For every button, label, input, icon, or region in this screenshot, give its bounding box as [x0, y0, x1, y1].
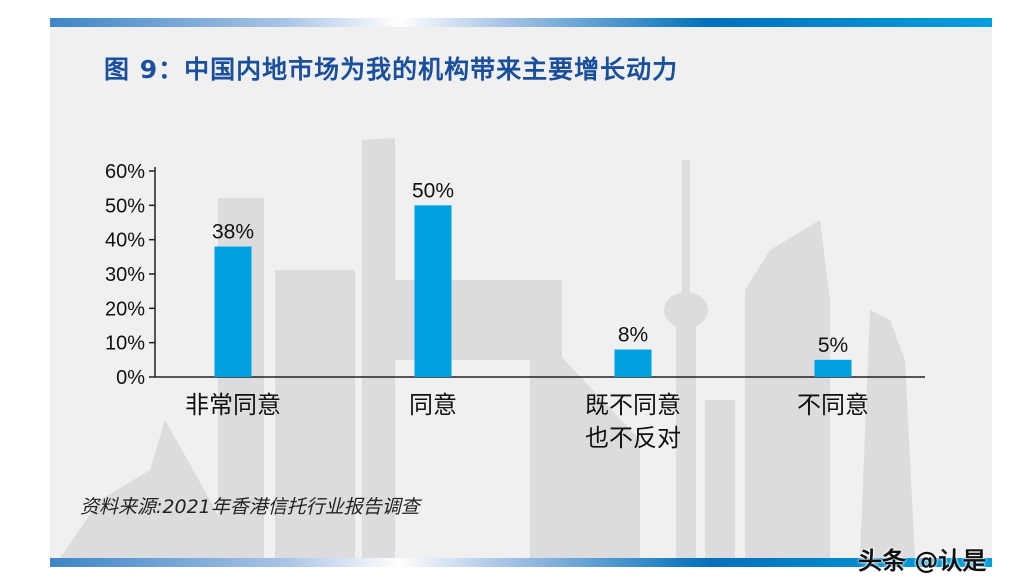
top-gradient-band — [50, 18, 992, 27]
x-tick-label: 同意 — [409, 391, 457, 419]
data-label: 5% — [818, 334, 848, 357]
bar — [414, 205, 452, 377]
data-label: 50% — [412, 179, 454, 202]
y-tick-label: 20% — [105, 298, 145, 320]
bottom-gradient-band — [50, 558, 992, 567]
x-tick-label: 不同意 — [797, 391, 869, 419]
y-tick-label: 10% — [105, 333, 145, 355]
bar — [614, 349, 652, 377]
data-label: 38% — [212, 221, 254, 244]
bar — [814, 359, 852, 377]
watermark: 头条 @认是 — [858, 547, 987, 575]
x-tick-label: 既不同意 — [585, 391, 681, 419]
bar — [214, 246, 252, 377]
x-tick-label: 非常同意 — [185, 391, 281, 419]
y-tick-label: 30% — [105, 264, 145, 286]
y-tick-label: 0% — [116, 367, 145, 389]
y-tick-label: 60% — [105, 161, 145, 183]
x-tick-label: 也不反对 — [585, 424, 681, 452]
y-tick-label: 40% — [105, 230, 145, 252]
y-tick-label: 50% — [105, 195, 145, 217]
data-label: 8% — [618, 324, 648, 347]
chart-title: 图 9：中国内地市场为我的机构带来主要增长动力 — [104, 55, 679, 84]
source-note: 资料来源:2021年香港信托行业报告调查 — [80, 496, 420, 518]
